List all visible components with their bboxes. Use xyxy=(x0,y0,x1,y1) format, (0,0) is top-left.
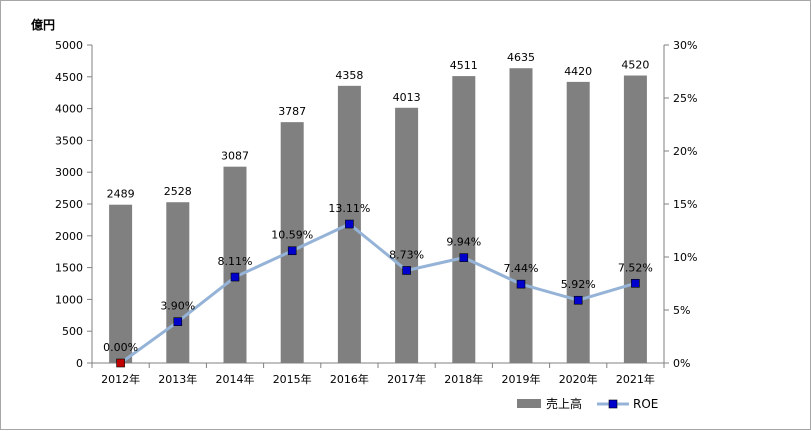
roe-data-labels: 0.00% 3.90% 8.11% 10.59% 13.11% 8.73% 9.94% 7.4… xyxy=(103,202,653,354)
right-tick-label: 10% xyxy=(673,251,697,264)
roe-marker xyxy=(631,278,640,288)
bar-data-label: 3787 xyxy=(278,105,306,118)
roe-marker xyxy=(345,219,354,229)
roe-data-label: 3.90% xyxy=(160,300,195,313)
roe-marker xyxy=(516,279,526,289)
right-tick-label: 30% xyxy=(673,39,697,52)
bar-data-label: 4635 xyxy=(507,51,535,64)
y-unit-label: 億円 xyxy=(31,17,55,32)
bar xyxy=(166,202,190,363)
bar-data-label: 3087 xyxy=(221,150,249,163)
bar-data-label: 4420 xyxy=(564,65,592,78)
bar xyxy=(395,107,419,364)
legend-swatch-sales xyxy=(517,399,541,408)
bar xyxy=(566,81,590,363)
right-tick-label: 25% xyxy=(673,92,697,105)
roe-data-label: 7.44% xyxy=(504,262,539,275)
left-tick-label: 4000 xyxy=(55,103,83,116)
legend: 売上高 ROE xyxy=(517,396,658,411)
x-tick-label: 2017年 xyxy=(387,372,426,386)
roe-marker xyxy=(173,317,183,326)
right-tick-label: 20% xyxy=(673,145,697,158)
x-tick-label: 2016年 xyxy=(330,372,369,386)
left-tick-label: 500 xyxy=(62,325,83,338)
x-tick-label: 2012年 xyxy=(101,372,140,386)
left-tick-label: 2500 xyxy=(55,198,83,211)
roe-data-label: 10.59% xyxy=(271,229,313,242)
x-tick-label: 2013年 xyxy=(158,372,197,386)
bar-data-label: 4358 xyxy=(335,69,363,82)
bar xyxy=(452,76,476,363)
bar xyxy=(109,204,133,363)
left-tick-label: 1000 xyxy=(55,293,83,306)
right-tick-label: 0% xyxy=(673,357,690,370)
roe-marker xyxy=(573,295,583,305)
roe-data-label: 5.92% xyxy=(561,278,596,291)
x-tick-label: 2021年 xyxy=(616,372,655,386)
legend-label-sales: 売上高 xyxy=(546,396,582,411)
bar xyxy=(623,75,647,363)
roe-data-label: 9.94% xyxy=(446,236,481,249)
x-tick-label: 2019年 xyxy=(502,372,541,386)
right-tick-label: 5% xyxy=(673,304,690,317)
roe-data-label: 0.00% xyxy=(103,341,138,354)
legend-label-roe: ROE xyxy=(633,397,658,411)
bar-data-label: 4520 xyxy=(621,59,649,72)
left-tick-label: 0 xyxy=(76,357,83,370)
bar-series xyxy=(109,68,647,364)
roe-marker xyxy=(459,253,469,262)
roe-marker xyxy=(287,246,297,256)
x-tick-label: 2018年 xyxy=(444,372,483,386)
bar-data-label: 4013 xyxy=(393,91,421,104)
left-tick-label: 3000 xyxy=(55,166,83,179)
right-tick-label: 15% xyxy=(673,198,697,211)
bar xyxy=(280,122,304,364)
bar xyxy=(509,68,533,364)
roe-marker xyxy=(402,266,411,275)
left-tick-label: 5000 xyxy=(55,39,83,52)
legend-marker-roe xyxy=(608,399,618,409)
left-tick-label: 2000 xyxy=(55,230,83,243)
x-tick-label: 2014年 xyxy=(216,372,255,386)
axes: 0 500 1000 1500 2000 2500 3000 3500 4000 4500 5000… xyxy=(55,39,697,386)
roe-marker xyxy=(230,272,240,282)
roe-data-label: 8.11% xyxy=(218,255,253,268)
x-tick-label: 2020年 xyxy=(559,372,598,386)
roe-data-label: 7.52% xyxy=(618,261,653,274)
left-tick-label: 4500 xyxy=(55,71,83,84)
bar xyxy=(223,166,247,363)
bar-data-label: 2489 xyxy=(107,188,135,201)
bar-data-labels: 2489 2528 3087 3787 4358 4013 4511 4635 4420 4520 xyxy=(107,51,650,200)
roe-data-label: 13.11% xyxy=(328,202,370,215)
left-tick-label: 3500 xyxy=(55,134,83,147)
roe-line-series xyxy=(116,219,640,368)
bar-data-label: 4511 xyxy=(450,59,478,72)
roe-line xyxy=(119,222,636,365)
roe-data-label: 8.73% xyxy=(389,248,424,261)
x-tick-label: 2015年 xyxy=(273,372,312,386)
bar-data-label: 2528 xyxy=(164,185,192,198)
roe-marker xyxy=(116,358,125,368)
left-tick-label: 1500 xyxy=(55,262,83,275)
